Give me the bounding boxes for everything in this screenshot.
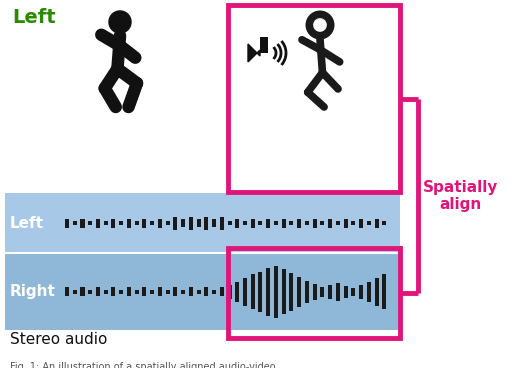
Bar — [197, 290, 200, 294]
Bar — [367, 282, 371, 301]
Bar — [5, 193, 400, 253]
Bar — [143, 287, 146, 296]
Bar — [375, 219, 378, 227]
Bar — [297, 219, 301, 227]
Bar — [228, 248, 400, 338]
Bar — [119, 221, 123, 225]
Bar — [88, 221, 92, 225]
Bar — [220, 216, 224, 230]
Bar — [336, 221, 340, 225]
Bar — [81, 287, 84, 296]
Text: Stereo audio: Stereo audio — [10, 332, 108, 347]
Bar — [127, 219, 131, 227]
Bar — [343, 219, 348, 227]
Bar — [328, 219, 332, 227]
Bar — [274, 221, 278, 225]
Bar — [367, 221, 371, 225]
Bar — [351, 221, 355, 225]
Bar — [343, 286, 348, 297]
Bar — [243, 221, 247, 225]
Bar — [212, 219, 216, 227]
Bar — [189, 287, 193, 296]
Bar — [235, 219, 239, 227]
Bar — [320, 287, 324, 297]
Bar — [266, 219, 270, 227]
Bar — [320, 221, 324, 225]
Bar — [382, 274, 386, 309]
Polygon shape — [248, 44, 260, 62]
Text: Spatially
align: Spatially align — [423, 180, 498, 212]
Bar — [181, 219, 185, 227]
Circle shape — [109, 11, 131, 33]
Bar — [143, 219, 146, 227]
Bar — [251, 274, 255, 309]
Bar — [158, 219, 162, 227]
Bar — [259, 272, 262, 311]
Bar — [281, 219, 286, 227]
Bar — [274, 265, 278, 318]
Bar — [165, 290, 170, 294]
Bar — [65, 219, 69, 227]
Text: Left: Left — [10, 216, 44, 230]
Bar — [289, 221, 294, 225]
Bar — [204, 216, 208, 230]
Bar — [289, 272, 294, 311]
Bar — [259, 221, 262, 225]
Bar — [336, 283, 340, 301]
Bar — [375, 277, 378, 305]
Bar — [158, 287, 162, 296]
Bar — [212, 290, 216, 294]
Bar — [150, 221, 154, 225]
Bar — [382, 221, 386, 225]
Bar — [228, 5, 400, 192]
Bar — [243, 277, 247, 305]
Bar — [135, 221, 139, 225]
Bar — [104, 290, 108, 294]
Bar — [65, 287, 69, 296]
Bar — [227, 284, 232, 298]
Bar — [235, 282, 239, 301]
Bar — [297, 276, 301, 307]
Bar — [73, 290, 77, 294]
Bar — [266, 268, 270, 315]
Bar — [281, 269, 286, 314]
Bar — [359, 219, 363, 227]
Bar — [313, 283, 316, 300]
Bar — [96, 287, 100, 296]
Bar — [189, 216, 193, 230]
Bar — [135, 290, 139, 294]
Bar — [197, 219, 200, 227]
Text: Right: Right — [10, 284, 56, 299]
Text: Right: Right — [308, 8, 367, 27]
Bar — [181, 290, 185, 294]
Bar — [173, 216, 178, 230]
Bar — [150, 290, 154, 294]
Bar — [104, 221, 108, 225]
Bar — [5, 253, 400, 330]
Bar — [81, 219, 84, 227]
Bar — [111, 219, 116, 227]
Bar — [127, 287, 131, 296]
Bar — [328, 284, 332, 298]
Bar — [220, 287, 224, 296]
Bar — [313, 219, 316, 227]
Bar — [305, 221, 309, 225]
Bar — [173, 287, 178, 296]
Bar — [227, 221, 232, 225]
Bar — [351, 287, 355, 296]
Bar — [96, 219, 100, 227]
Text: Fig. 1: An illustration of a spatially aligned audio-video ...: Fig. 1: An illustration of a spatially a… — [10, 362, 288, 368]
Bar — [251, 219, 255, 227]
Bar — [88, 290, 92, 294]
Bar — [204, 287, 208, 296]
Bar — [165, 221, 170, 225]
Bar — [260, 37, 268, 53]
Bar — [111, 287, 116, 296]
Bar — [73, 221, 77, 225]
Bar — [119, 290, 123, 294]
Bar — [359, 284, 363, 298]
Text: Left: Left — [12, 8, 56, 27]
Bar — [305, 280, 309, 302]
